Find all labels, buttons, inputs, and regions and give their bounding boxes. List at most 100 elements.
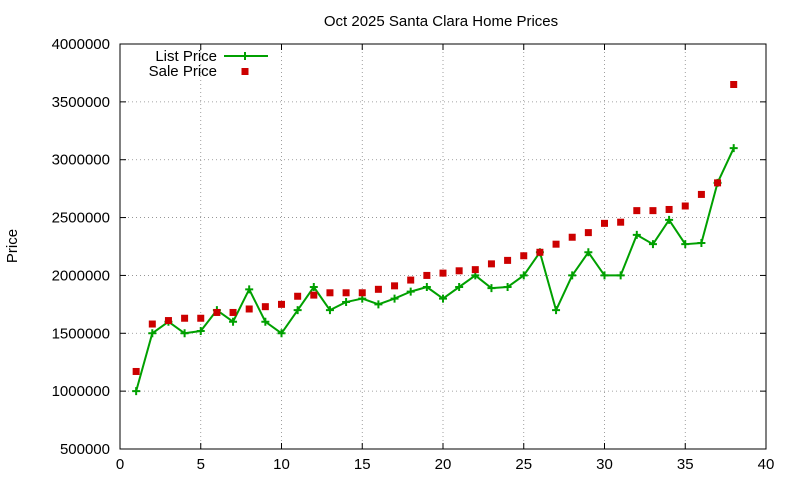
sale-price-point bbox=[568, 233, 576, 241]
x-tick-label: 0 bbox=[116, 456, 124, 473]
sale-price-point bbox=[504, 256, 512, 264]
list-price-point bbox=[342, 298, 351, 307]
series-layer bbox=[132, 81, 738, 396]
sale-price-point bbox=[633, 207, 641, 215]
x-tick-label: 25 bbox=[515, 456, 532, 473]
series-sale-price bbox=[132, 81, 738, 375]
sale-price-point bbox=[520, 252, 528, 260]
list-price-point bbox=[729, 144, 738, 153]
sale-price-point bbox=[181, 314, 189, 322]
list-price-point bbox=[552, 306, 561, 315]
list-price-point bbox=[293, 306, 302, 315]
sale-price-point bbox=[148, 320, 156, 328]
list-price-point bbox=[196, 326, 205, 335]
sale-price-point bbox=[536, 248, 544, 256]
list-price-point bbox=[455, 283, 464, 291]
sale-price-point bbox=[407, 276, 415, 284]
list-price-point bbox=[229, 317, 238, 326]
sale-price-point bbox=[245, 305, 253, 313]
sale-price-point bbox=[584, 229, 592, 237]
sale-price-point bbox=[278, 300, 285, 308]
y-tick-label: 1000000 bbox=[52, 383, 110, 400]
list-price-point bbox=[600, 271, 609, 280]
sale-price-point bbox=[326, 289, 334, 297]
list-price-point bbox=[245, 285, 254, 294]
sale-price-point bbox=[342, 289, 350, 297]
x-tick-label: 15 bbox=[354, 456, 371, 473]
y-tick-label: 2500000 bbox=[52, 210, 110, 227]
axis-tick-labels: 0 5 10 15 20 25 30 35 40 500000 1000000 1500000 2000… bbox=[52, 36, 775, 473]
list-price-point bbox=[390, 294, 399, 303]
list-price-point bbox=[277, 329, 286, 338]
legend-marker-list-price bbox=[241, 52, 249, 60]
sale-price-point bbox=[374, 285, 382, 293]
sale-price-point bbox=[697, 190, 705, 198]
sale-price-point bbox=[601, 219, 608, 227]
sale-price-point bbox=[681, 202, 689, 210]
y-tick-label: 3000000 bbox=[52, 152, 110, 169]
x-tick-label: 40 bbox=[758, 456, 775, 473]
list-price-point bbox=[681, 240, 690, 249]
list-price-point bbox=[632, 230, 641, 239]
sale-price-point bbox=[714, 179, 722, 187]
legend-marker-sale-price bbox=[241, 68, 249, 75]
list-price-point bbox=[374, 300, 383, 309]
plot-frame bbox=[119, 43, 767, 450]
list-price-point bbox=[261, 317, 270, 326]
list-price-point bbox=[180, 329, 189, 338]
sale-price-point bbox=[213, 308, 221, 316]
x-tick-label: 5 bbox=[197, 456, 205, 473]
sale-price-point bbox=[455, 267, 463, 275]
sale-price-point bbox=[197, 314, 205, 322]
sale-price-point bbox=[649, 207, 657, 215]
list-price-point bbox=[665, 215, 674, 224]
list-price-point bbox=[697, 239, 706, 248]
sale-price-point bbox=[164, 317, 172, 325]
x-tick-label: 35 bbox=[677, 456, 694, 473]
legend: List Price Sale Price bbox=[149, 48, 268, 80]
sale-price-point bbox=[552, 240, 560, 248]
y-tick-label: 1500000 bbox=[52, 325, 110, 342]
list-price-point bbox=[148, 329, 157, 338]
y-tick-label: 3500000 bbox=[52, 94, 110, 111]
sale-price-point bbox=[487, 260, 495, 268]
list-price-point bbox=[584, 248, 593, 257]
sale-price-point bbox=[439, 269, 447, 277]
x-tick-label: 30 bbox=[596, 456, 613, 473]
sale-price-point bbox=[261, 303, 269, 311]
list-price-point bbox=[503, 283, 512, 291]
list-price-point bbox=[487, 284, 496, 293]
sale-price-point bbox=[665, 205, 673, 213]
list-price-point bbox=[568, 271, 577, 280]
x-tick-label: 10 bbox=[273, 456, 290, 473]
list-price-line bbox=[135, 147, 735, 392]
series-list-price bbox=[132, 144, 738, 396]
list-price-point bbox=[519, 271, 528, 280]
y-tick-label: 500000 bbox=[60, 441, 110, 458]
sale-price-point bbox=[358, 289, 366, 297]
y-tick-label: 2000000 bbox=[52, 267, 110, 284]
list-price-point bbox=[406, 287, 415, 296]
sale-price-point bbox=[471, 266, 479, 274]
sale-price-point bbox=[617, 218, 625, 226]
list-price-point bbox=[325, 306, 334, 315]
grid-lines bbox=[120, 44, 766, 449]
sale-price-point bbox=[229, 308, 237, 316]
legend-label-list-price: List Price bbox=[155, 48, 217, 65]
list-price-point bbox=[648, 240, 657, 249]
chart-title: Oct 2025 Santa Clara Home Prices bbox=[324, 13, 558, 30]
sale-price-point bbox=[730, 81, 738, 88]
list-price-point bbox=[132, 387, 141, 396]
sale-price-point bbox=[294, 292, 302, 300]
legend-label-sale-price: Sale Price bbox=[149, 63, 217, 80]
list-price-point bbox=[422, 283, 431, 291]
sale-price-point bbox=[391, 282, 399, 290]
y-tick-label: 4000000 bbox=[52, 36, 110, 53]
sale-price-point bbox=[423, 271, 431, 279]
list-price-point bbox=[616, 271, 625, 280]
list-price-point bbox=[309, 283, 318, 291]
sale-price-point bbox=[132, 367, 140, 375]
list-price-point bbox=[439, 294, 447, 303]
x-tick-label: 20 bbox=[435, 456, 452, 473]
